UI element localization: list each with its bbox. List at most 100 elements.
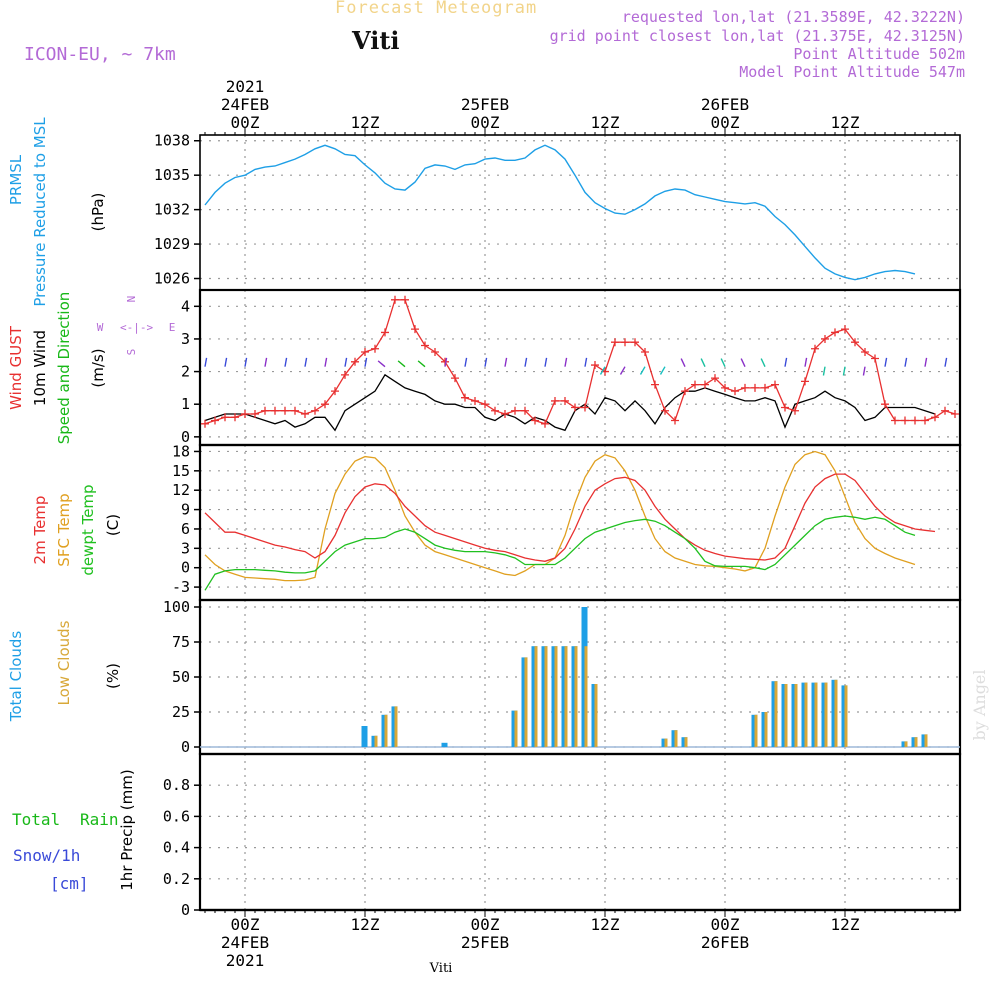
wind-gust-marker: [841, 325, 849, 334]
meteogram-title: Forecast Meteogram: [335, 0, 538, 18]
wind-direction-arrow: [224, 357, 228, 367]
y-tick-label: 0.2: [163, 870, 190, 888]
y-tick-label: 0.8: [163, 776, 190, 794]
wind-direction-arrow: [760, 358, 766, 367]
wind-direction-arrow: [740, 358, 746, 367]
wind-gust-marker: [751, 383, 759, 392]
y-tick-label: 25: [172, 703, 190, 721]
wind-gust-marker: [481, 400, 489, 409]
bottom-time-label: 00Z: [471, 915, 500, 934]
wind-direction-arrow: [397, 360, 406, 368]
wind-gust-marker: [681, 387, 689, 396]
low-cloud-bar: [564, 646, 568, 747]
y-tick-label: 15: [172, 462, 190, 480]
low-cloud-bar: [784, 684, 788, 747]
top-time-label: 12Z: [591, 113, 620, 132]
wind-gust-marker: [611, 338, 619, 347]
wind-direction-arrow: [862, 366, 866, 376]
low-cloud-bar: [664, 738, 668, 747]
wind-gust-marker: [421, 341, 429, 350]
wind-gust-marker: [771, 380, 779, 389]
wind-direction-arrow: [619, 366, 626, 375]
pressure-unit: (hPa): [89, 193, 107, 232]
model-label: ICON-EU, ~ 7km: [24, 44, 176, 65]
low-cloud-bar: [674, 730, 678, 747]
low-cloud-bar: [684, 737, 688, 747]
wind-gust-marker: [531, 416, 539, 425]
wind-gust-marker: [411, 325, 419, 334]
wind-unit: (m/s): [89, 348, 107, 387]
gridpoint-coords: grid point closest lon,lat (21.375E, 42.…: [549, 27, 965, 45]
wind-gust-marker: [671, 416, 679, 425]
wind-gust-marker: [251, 410, 259, 418]
top-time-label: 12Z: [351, 113, 380, 132]
wind-direction-arrow: [264, 357, 268, 367]
wind-gust-marker: [261, 406, 269, 415]
wind-gust-marker: [271, 406, 279, 415]
wind-direction-arrow: [324, 357, 328, 367]
low-cloud-bar: [384, 714, 388, 747]
wind-gust-marker: [881, 400, 889, 409]
y-tick-label: 12: [172, 481, 190, 499]
y-tick-label: 6: [181, 520, 190, 538]
requested-coords: requested lon,lat (21.3589E, 42.3222N): [621, 8, 965, 26]
wind-gust-marker: [761, 383, 769, 392]
low-cloud-bar: [774, 681, 778, 747]
wind-gust-marker: [361, 348, 369, 356]
wind-direction-arrow: [244, 357, 248, 367]
y-tick-label: 0: [181, 901, 190, 919]
wind-gust-marker: [931, 413, 939, 422]
cloud-label-low: Low Clouds: [55, 620, 73, 705]
bottom-date-label: 24FEB: [221, 933, 269, 952]
pressure-line: [204, 144, 916, 281]
low-cloud-bar: [394, 706, 398, 747]
wind-direction-arrow: [377, 360, 386, 368]
wind-gust-marker: [551, 396, 559, 405]
low-cloud-bar: [824, 682, 828, 747]
wind-direction-arrow: [204, 357, 208, 367]
wind-direction-arrow: [344, 357, 348, 367]
precip-label-rain: Rain: [80, 810, 119, 829]
y-tick-label: 0: [181, 428, 190, 446]
point-altitude: Point Altitude 502m: [793, 45, 965, 63]
low-cloud-bar: [514, 710, 518, 747]
precip-unit: 1hr Precip (mm): [118, 769, 136, 890]
wind-direction-arrow: [700, 358, 706, 367]
temp-unit: (C): [104, 514, 122, 536]
y-tick-label: 1029: [154, 235, 190, 253]
low-cloud-bar: [574, 646, 578, 747]
bottom-year-label: 2021: [226, 951, 265, 970]
wind-gust-marker: [741, 383, 749, 392]
precip-label-total: Total: [12, 810, 60, 829]
wind-gust-marker: [391, 295, 399, 304]
wind-gust-marker: [301, 410, 309, 418]
wind-gust-marker: [911, 416, 919, 425]
low-cloud-bar: [764, 712, 768, 747]
wind-direction-arrow: [364, 357, 368, 367]
cloud-label-total: Total Clouds: [7, 631, 25, 723]
wind-direction-arrow: [584, 357, 588, 367]
wind-gust-marker: [561, 396, 569, 405]
wind-gust-marker: [451, 374, 459, 383]
wind-gust-marker: [461, 393, 469, 402]
wind-gust-line: [204, 299, 956, 425]
low-cloud-bar: [914, 737, 918, 747]
low-cloud-bar: [904, 741, 908, 747]
wind-direction-arrow: [924, 357, 928, 367]
wind-gust-marker: [631, 338, 639, 347]
y-tick-label: 0: [181, 738, 190, 756]
wind-gust-marker: [521, 406, 529, 415]
y-tick-label: -3: [172, 578, 190, 596]
wind-speed-line: [204, 373, 936, 432]
compass-east: E: [169, 321, 176, 334]
temp-label-sfc: SFC Temp: [55, 493, 73, 566]
wind-gust-marker: [471, 396, 479, 405]
wind-gust-marker: [901, 416, 909, 425]
wind-label-direction: Speed and Direction: [55, 292, 73, 445]
wind-gust-marker: [731, 387, 739, 396]
wind-gust-marker: [381, 328, 389, 337]
model-altitude: Model Point Altitude 547m: [739, 63, 965, 81]
y-tick-label: 1035: [154, 166, 190, 184]
low-cloud-bar: [754, 714, 758, 747]
